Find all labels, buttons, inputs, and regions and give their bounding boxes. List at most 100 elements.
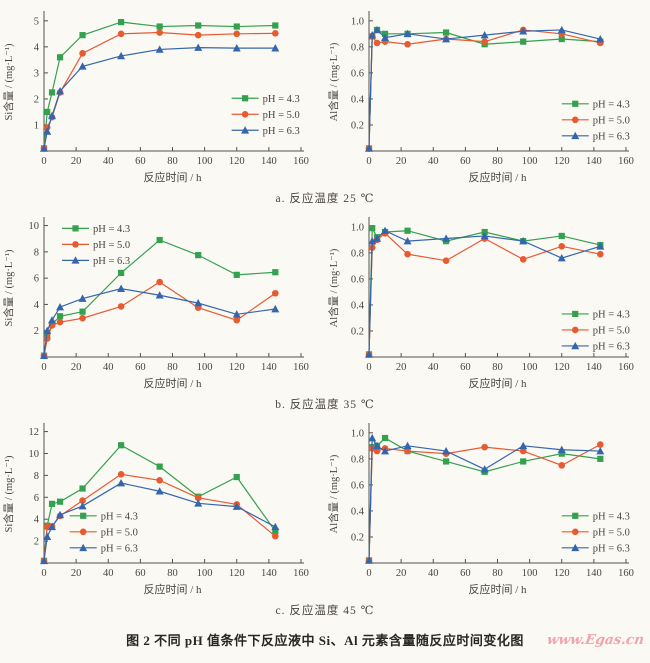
data-point: [368, 237, 377, 245]
axes: 0 20 40 60 80 100 120 140 160 0.2 0.4 0.6 0.8 1.0: [351, 11, 634, 167]
data-point: [155, 487, 164, 495]
data-point: [56, 87, 65, 95]
x-tick-label: 0: [41, 568, 46, 579]
data-point: [233, 271, 240, 278]
legend-label: pH = 6.3: [263, 126, 300, 137]
data-point: [48, 111, 57, 120]
data-point: [519, 27, 528, 35]
x-tick-label: 60: [135, 362, 146, 373]
al_35-series-pH=5.0: [365, 230, 604, 358]
data-point: [155, 45, 164, 53]
x-tick-label: 140: [586, 362, 602, 373]
axes: 0 20 40 60 80 100 120 140 160 2 4 6 8 10: [29, 217, 309, 373]
legend-label: pH = 4.3: [263, 94, 300, 105]
data-point: [443, 29, 450, 36]
y-tick-label: 1.0: [351, 222, 364, 233]
y-tick-label: 0.4: [351, 300, 365, 311]
data-point: [56, 302, 65, 311]
al_25-series-pH=6.3: [365, 25, 605, 152]
data-point: [558, 243, 566, 250]
x-tick-label: 60: [460, 156, 471, 167]
x-tick-label: 80: [492, 362, 503, 373]
data-point: [271, 522, 280, 531]
data-point: [571, 116, 579, 124]
data-point: [271, 304, 280, 313]
row-a-charts: 0 20 40 60 80 100 120 140 160 1 2 3 4 5 反应时间 / h Si含量 /…: [0, 3, 650, 193]
legend-label: pH = 4.3: [101, 511, 138, 522]
series-line: [43, 482, 276, 561]
x-tick-label: 40: [428, 568, 439, 579]
figure-caption: 图 2 不同 pH 值条件下反应液中 Si、Al 元素含量随反应时间变化图: [126, 633, 524, 648]
al_35-series-pH=6.3: [365, 226, 605, 358]
legend-label: pH = 4.3: [593, 309, 630, 320]
data-point: [194, 499, 203, 507]
chart-al-25c: 0 20 40 60 80 100 120 140 160 0.2 0.4 0.6 0.8 1.0 反应时间…: [327, 11, 634, 184]
data-point: [79, 308, 86, 315]
data-point: [118, 442, 125, 449]
y-tick-label: 0.2: [351, 326, 364, 337]
x-tick-label: 60: [460, 362, 471, 373]
data-point: [118, 19, 125, 26]
y-axis-label: Al含量 / (mg·L⁻¹): [327, 454, 340, 533]
data-point: [404, 250, 411, 258]
legend: pH = 4.3 pH = 5.0 pH = 6.3: [231, 94, 300, 137]
data-point: [117, 478, 126, 487]
al_45-series-pH=5.0: [365, 441, 604, 564]
data-point: [43, 326, 52, 335]
data-point: [43, 532, 52, 541]
x-tick-label: 160: [618, 156, 634, 167]
data-point: [56, 498, 64, 505]
data-point: [242, 95, 249, 102]
data-point: [72, 225, 79, 232]
data-point: [48, 500, 56, 507]
data-point: [571, 131, 580, 140]
y-tick-label: 0.6: [351, 274, 364, 285]
x-tick-label: 100: [197, 568, 213, 579]
data-point: [272, 269, 279, 276]
si_35-series-pH=6.3: [40, 284, 280, 359]
data-point: [117, 51, 126, 60]
data-point: [373, 39, 381, 47]
data-point: [79, 50, 86, 57]
axes: 0 20 40 60 80 100 120 140 160 0.2 0.4 0.6 0.8 1.0: [351, 217, 634, 373]
data-point: [519, 256, 527, 263]
data-point: [117, 470, 125, 478]
data-point: [79, 528, 87, 536]
data-point: [596, 446, 605, 455]
x-tick-label: 140: [586, 156, 602, 167]
series-line: [43, 21, 276, 149]
data-point: [43, 335, 51, 342]
data-point: [233, 316, 241, 324]
data-point: [79, 314, 86, 322]
data-point: [156, 29, 163, 36]
data-point: [481, 443, 488, 451]
series-line: [368, 232, 601, 355]
chart-si-25c: 0 20 40 60 80 100 120 140 160 1 2 3 4 5 反应时间 / h Si含量 /…: [2, 11, 309, 184]
x-tick-label: 120: [229, 362, 245, 373]
data-point: [558, 462, 566, 469]
si_45-series-pH=4.3: [40, 442, 279, 564]
y-tick-label: 4: [34, 515, 40, 526]
data-point: [404, 227, 411, 234]
series-line: [368, 29, 601, 149]
data-point: [156, 23, 163, 30]
data-point: [272, 528, 279, 535]
data-point: [381, 226, 390, 235]
data-point: [48, 522, 57, 531]
legend-label: pH = 5.0: [263, 110, 300, 121]
x-axis-label: 反应时间 / h: [468, 582, 527, 596]
data-point: [365, 556, 373, 564]
y-tick-label: 0.2: [351, 532, 364, 543]
x-tick-label: 80: [167, 156, 178, 167]
data-point: [272, 532, 279, 540]
data-point: [572, 310, 579, 318]
x-tick-label: 0: [41, 362, 46, 373]
data-point: [194, 31, 202, 39]
row-c-charts: 0 20 40 60 80 100 120 140 160 2 4 6 8 10 12 反应时间 / h Si含…: [0, 415, 650, 605]
series-line: [43, 47, 276, 149]
data-point: [597, 250, 604, 258]
data-point: [596, 242, 605, 250]
data-point: [557, 445, 566, 454]
data-point: [404, 40, 411, 48]
legend: pH = 4.3 pH = 5.0 pH = 6.3: [561, 511, 630, 554]
